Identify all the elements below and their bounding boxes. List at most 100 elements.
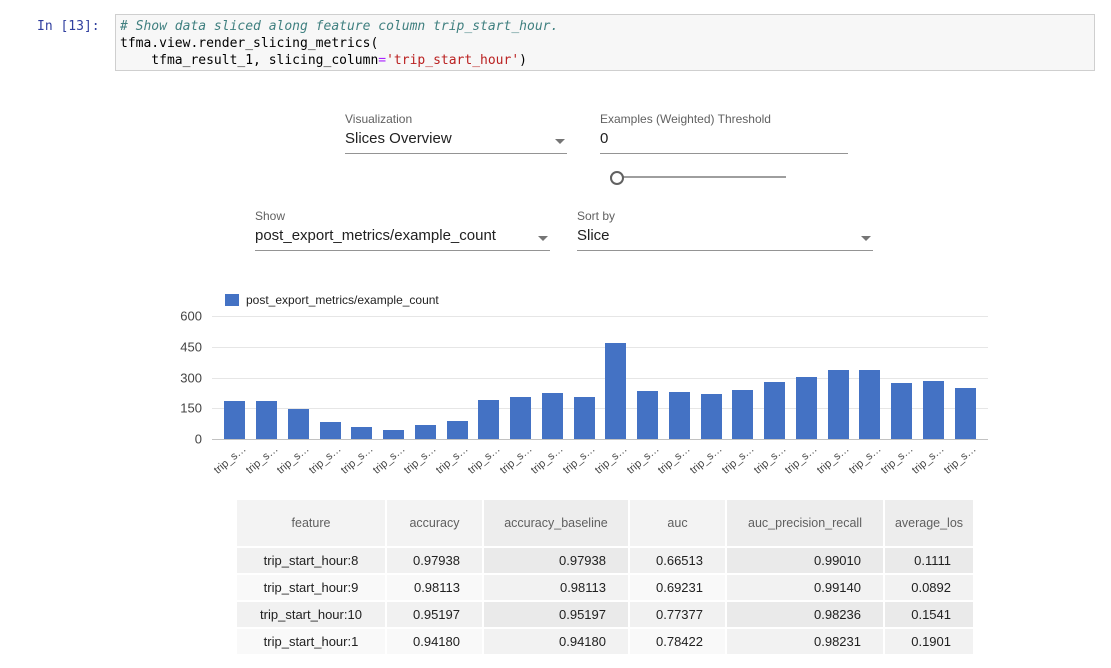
column-header[interactable]: feature xyxy=(237,500,387,548)
slider-track[interactable] xyxy=(610,176,786,178)
threshold-input[interactable]: 0 xyxy=(600,130,848,154)
metric-cell: 0.99140 xyxy=(727,575,885,602)
metric-cell: 0.95197 xyxy=(387,602,484,629)
code-line-2: tfma.view.render_slicing_metrics( xyxy=(120,36,379,51)
code-line-3: tfma_result_1, slicing_column xyxy=(120,53,379,68)
y-tick-label: 600 xyxy=(180,308,202,324)
bar-slot xyxy=(314,316,346,439)
x-tick-label: trip_s… xyxy=(211,443,249,477)
bar xyxy=(732,389,754,439)
metric-cell: 0.98113 xyxy=(387,575,484,602)
bar xyxy=(700,393,722,439)
metric-cell: 0.1541 xyxy=(885,602,975,629)
column-header[interactable]: accuracy_baseline xyxy=(484,500,630,548)
x-tick-label: trip_s… xyxy=(624,443,662,477)
metric-cell: 0.98113 xyxy=(484,575,630,602)
bar xyxy=(827,369,849,439)
x-tick-label: trip_s… xyxy=(846,443,884,477)
sort-by-dropdown[interactable]: Slice xyxy=(577,227,873,251)
x-tick-label: trip_s… xyxy=(434,443,471,477)
threshold-slider[interactable] xyxy=(610,171,786,185)
show-dropdown[interactable]: post_export_metrics/example_count xyxy=(255,227,550,251)
cell-prompt: In [13]: xyxy=(37,19,100,34)
bar-slot xyxy=(537,316,569,439)
x-tick-label: trip_s… xyxy=(402,443,440,477)
x-tick-label: trip_s… xyxy=(815,443,852,477)
bar xyxy=(319,422,341,439)
bar xyxy=(922,380,944,439)
metrics-table-header-row: feature accuracy accuracy_baseline auc auc_p… xyxy=(237,500,975,548)
code-string: 'trip_start_hour' xyxy=(386,53,520,68)
bar xyxy=(287,408,309,439)
x-tick-label: trip_s… xyxy=(910,443,948,477)
column-header[interactable]: average_los xyxy=(885,500,975,548)
bar xyxy=(351,426,373,439)
bar xyxy=(795,376,817,439)
bar xyxy=(446,420,468,439)
metric-cell: 0.99010 xyxy=(727,548,885,575)
column-header[interactable]: auc_precision_recall xyxy=(727,500,885,548)
metric-cell: 0.1111 xyxy=(885,548,975,575)
show-label: Show xyxy=(255,209,286,223)
bar-slot xyxy=(378,316,410,439)
y-tick-label: 450 xyxy=(180,339,202,355)
visualization-label: Visualization xyxy=(345,112,413,126)
x-tick-label: trip_s… xyxy=(878,443,916,477)
bar xyxy=(383,429,405,439)
bar-slot xyxy=(822,316,854,439)
y-tick-label: 150 xyxy=(180,400,202,416)
bar-slot xyxy=(410,316,442,439)
slider-handle[interactable] xyxy=(610,171,624,185)
x-tick-label: trip_s… xyxy=(942,443,979,477)
bar xyxy=(954,387,976,439)
metric-cell: 0.0892 xyxy=(885,575,975,602)
sort-by-value: Slice xyxy=(577,227,610,244)
gridline xyxy=(212,408,988,410)
column-header[interactable]: accuracy xyxy=(387,500,484,548)
bar xyxy=(605,343,627,439)
metric-cell: 0.98231 xyxy=(727,629,885,656)
table-row: trip_start_hour:9 0.98113 0.98113 0.69231 0.… xyxy=(237,575,975,602)
bar-slot xyxy=(918,316,950,439)
bar xyxy=(541,392,563,439)
table-row: trip_start_hour:10 0.95197 0.95197 0.77377 0… xyxy=(237,602,975,629)
bar-slot xyxy=(568,316,600,439)
code-comment: # Show data sliced along feature column … xyxy=(120,19,559,34)
threshold-value: 0 xyxy=(600,130,609,147)
column-header[interactable]: auc xyxy=(630,500,727,548)
x-tick-label: trip_s… xyxy=(561,443,598,477)
x-tick-label: trip_s… xyxy=(465,443,503,477)
bar xyxy=(668,391,690,439)
x-tick-label: trip_s… xyxy=(719,443,757,477)
x-axis-baseline xyxy=(212,439,988,440)
visualization-dropdown[interactable]: Slices Overview xyxy=(345,130,567,154)
bar-slot xyxy=(791,316,823,439)
threshold-label: Examples (Weighted) Threshold xyxy=(600,112,771,126)
metric-cell: 0.69231 xyxy=(630,575,727,602)
bar-slot xyxy=(283,316,315,439)
sort-by-label: Sort by xyxy=(577,209,616,223)
x-tick-label: trip_s… xyxy=(275,443,313,477)
table-row: trip_start_hour:1 0.94180 0.94180 0.78422 0.… xyxy=(237,629,975,656)
bar-slot xyxy=(854,316,886,439)
metric-cell: 0.78422 xyxy=(630,629,727,656)
bar-slot xyxy=(632,316,664,439)
metric-cell: 0.97938 xyxy=(387,548,484,575)
metric-cell: 0.1901 xyxy=(885,629,975,656)
feature-cell: trip_start_hour:9 xyxy=(237,575,387,602)
metric-cell: 0.94180 xyxy=(387,629,484,656)
bar-slot xyxy=(759,316,791,439)
feature-cell: trip_start_hour:10 xyxy=(237,602,387,629)
bar xyxy=(764,381,786,439)
y-tick-label: 300 xyxy=(180,370,202,385)
code-editor[interactable]: # Show data sliced along feature column … xyxy=(115,14,1095,71)
bar xyxy=(573,396,595,439)
x-tick-label: trip_s… xyxy=(751,443,789,477)
x-tick-label: trip_s… xyxy=(656,443,694,477)
metric-cell: 0.98236 xyxy=(727,602,885,629)
x-tick-label: trip_s… xyxy=(592,443,630,477)
x-tick-label: trip_s… xyxy=(688,443,725,477)
bar-slot xyxy=(473,316,505,439)
bar xyxy=(891,382,913,439)
show-value: post_export_metrics/example_count xyxy=(255,227,496,244)
